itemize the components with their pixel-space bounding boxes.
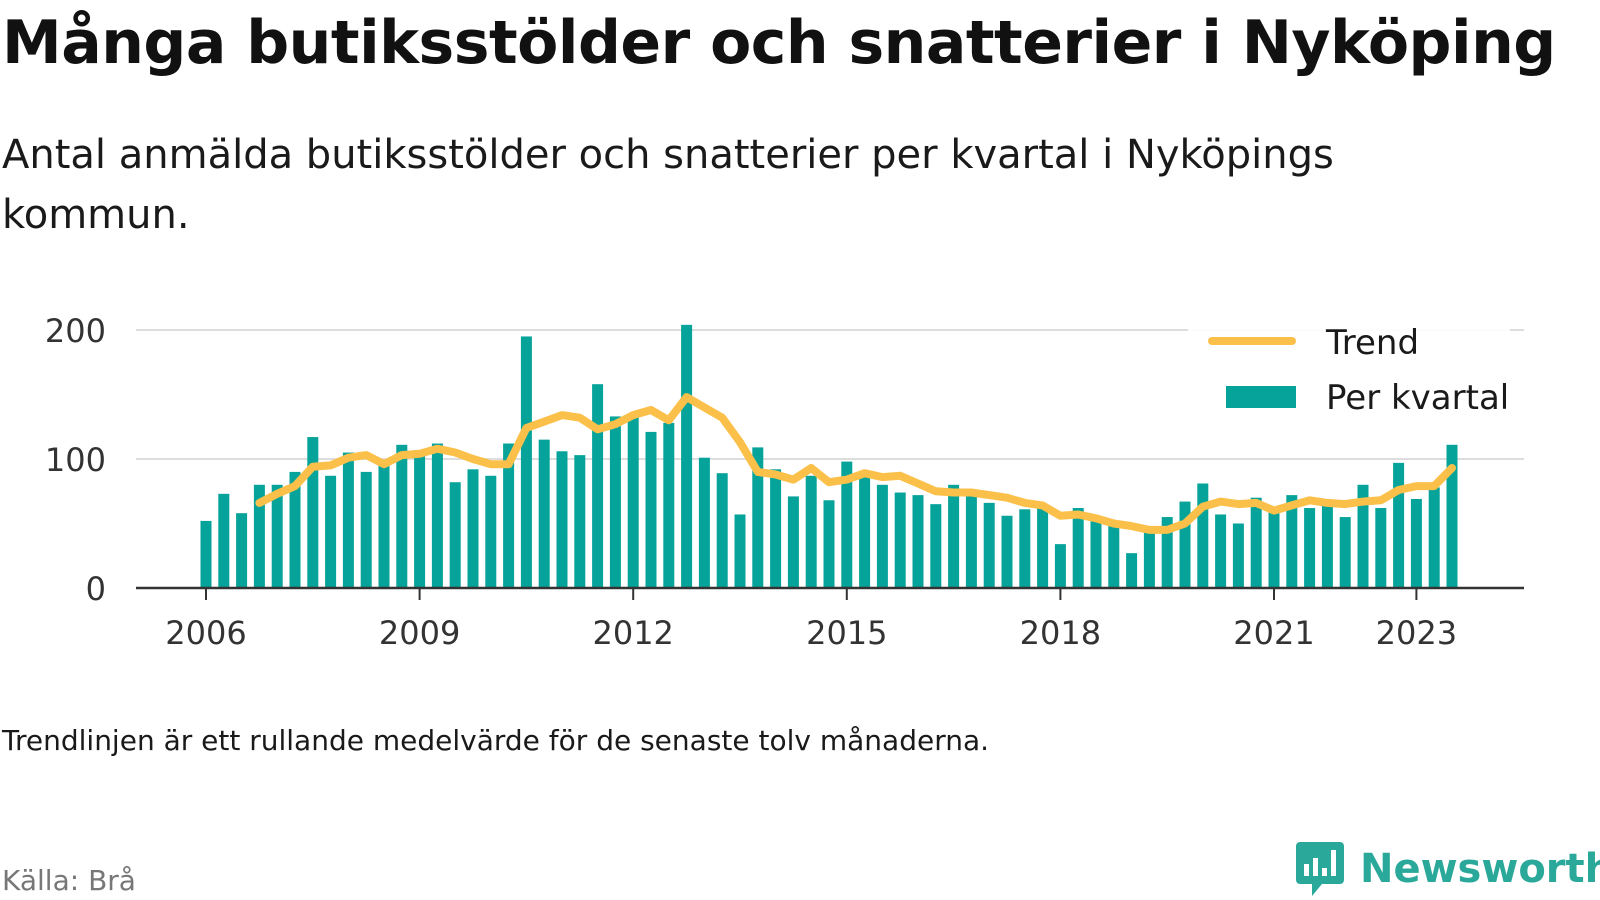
bar [325, 475, 337, 588]
bar [503, 443, 515, 588]
bar [1143, 531, 1155, 588]
bar [627, 416, 639, 588]
bar [1339, 517, 1351, 588]
x-tick-label: 2012 [592, 614, 673, 652]
bar [1393, 462, 1405, 588]
bar [1179, 501, 1191, 588]
chart-title: Många butiksstölder och snatterier i Nyk… [2, 8, 1556, 78]
bar [1215, 514, 1227, 588]
bar [378, 461, 390, 588]
bar [1037, 508, 1049, 588]
bar [485, 475, 497, 588]
bar [253, 484, 265, 588]
bar [1250, 497, 1262, 588]
newsworthy-logo-icon [1296, 842, 1344, 896]
bar [1019, 509, 1031, 588]
x-tick-label: 2018 [1020, 614, 1101, 652]
bar [876, 484, 888, 588]
bar [1126, 553, 1138, 588]
bar [556, 451, 568, 588]
bar [609, 416, 621, 588]
bar [342, 452, 354, 588]
chart-subtitle: Antal anmälda butiksstölder och snatteri… [2, 132, 1334, 238]
footnote: Trendlinjen är ett rullande medelvärde f… [2, 724, 990, 757]
bar [1321, 505, 1333, 588]
bar [645, 431, 657, 588]
x-tick-label: 2006 [165, 614, 246, 652]
bar [983, 502, 995, 588]
bar [467, 469, 479, 588]
bar [360, 471, 372, 588]
bar [681, 324, 693, 588]
trend-line [255, 393, 1456, 534]
bar [1232, 523, 1244, 588]
bar [1108, 523, 1120, 588]
bar [912, 495, 924, 588]
bar [787, 496, 799, 588]
legend-label-bars: Per kvartal [1326, 378, 1509, 418]
bar [414, 449, 426, 588]
bar [1357, 484, 1369, 588]
y-tick-label: 0 [86, 570, 106, 608]
bar [1375, 508, 1387, 588]
y-tick-label: 200 [45, 312, 106, 350]
bar [520, 336, 532, 588]
bar [716, 473, 728, 588]
bar [698, 457, 710, 588]
bar [200, 520, 212, 588]
bar [431, 443, 443, 588]
y-axis-ticks: 0 100 200 [45, 312, 106, 608]
bar [1197, 483, 1209, 588]
bar [1090, 517, 1102, 588]
x-tick-label: 2023 [1376, 614, 1457, 652]
bar [859, 475, 871, 588]
bar [271, 484, 283, 588]
bar [1161, 517, 1173, 588]
bar [1428, 487, 1440, 588]
source-label: Källa: Brå [2, 864, 136, 897]
bar [894, 492, 906, 588]
bar [805, 475, 817, 588]
bar [1304, 508, 1316, 588]
bar [841, 461, 853, 588]
brand-name: Newsworthy [1360, 846, 1600, 892]
bar [236, 513, 248, 588]
bar [592, 384, 604, 588]
bar [574, 455, 586, 588]
bar [1268, 510, 1280, 588]
bar [752, 447, 764, 588]
bar [449, 482, 461, 588]
x-axis-ticks: 2006 2009 2012 2015 2018 2021 2023 [165, 588, 1457, 652]
bar [1410, 498, 1422, 588]
bar [1286, 495, 1298, 588]
x-tick-label: 2015 [806, 614, 887, 652]
bar-series [200, 324, 1458, 588]
bar [734, 514, 746, 588]
bar [538, 439, 550, 588]
bar [218, 493, 230, 588]
bar [396, 444, 408, 588]
bar [663, 422, 675, 588]
legend-label-trend: Trend [1325, 323, 1419, 363]
bar [1054, 544, 1066, 588]
y-tick-label: 100 [45, 441, 106, 479]
bar [1446, 444, 1458, 588]
bar [1001, 515, 1013, 588]
bar [1072, 508, 1084, 588]
bar [965, 495, 977, 588]
x-tick-label: 2021 [1233, 614, 1314, 652]
x-tick-label: 2009 [379, 614, 460, 652]
chart: 0 100 200 2006 2009 2012 2015 2018 2021 2023 Tre… [45, 312, 1524, 652]
bar [823, 500, 835, 588]
bar [289, 471, 301, 588]
legend-swatch-bars [1226, 386, 1296, 408]
bar [307, 437, 319, 588]
bar [948, 484, 960, 588]
bar [770, 469, 782, 588]
brand-logo: Newsworthy [1292, 840, 1600, 900]
bar [930, 504, 942, 588]
legend: Trend Per kvartal [1188, 320, 1510, 430]
